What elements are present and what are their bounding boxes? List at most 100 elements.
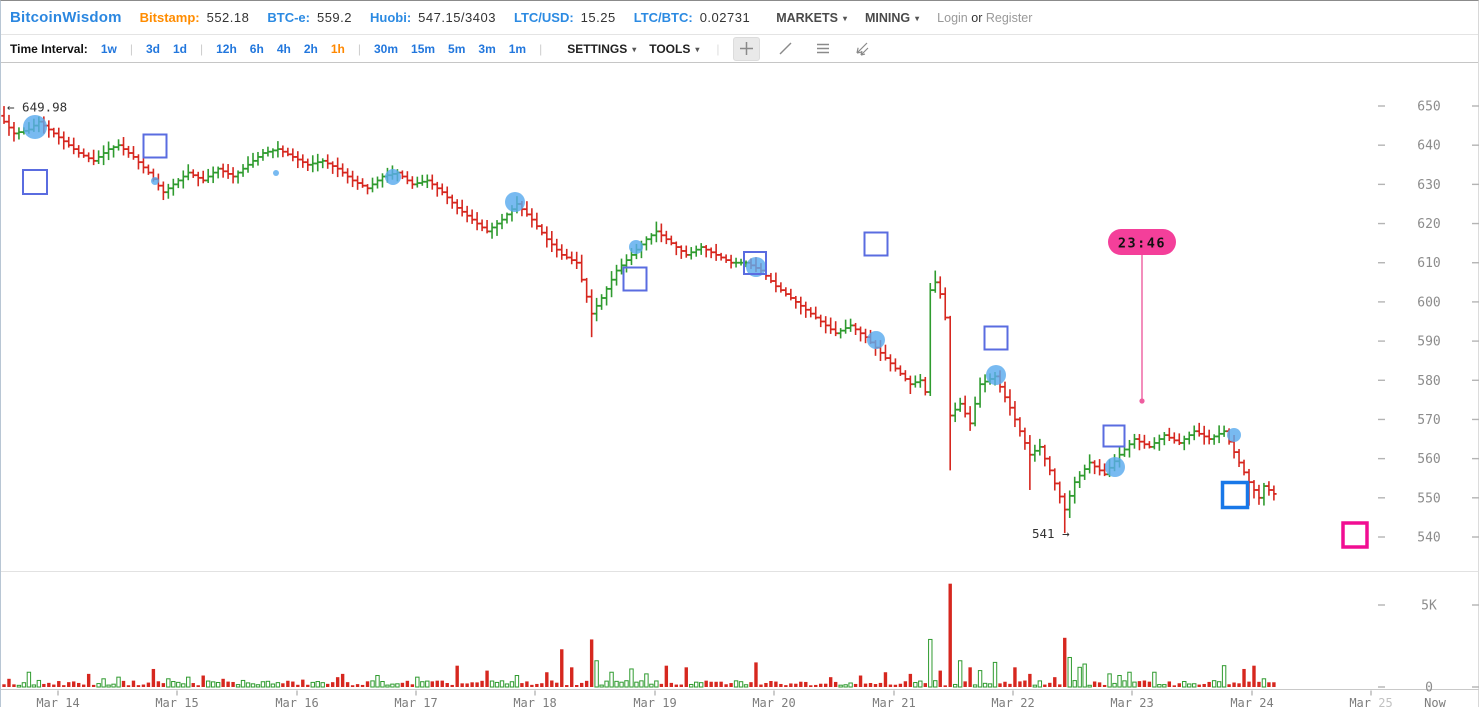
chart-frame — [1, 63, 1479, 690]
auth-or-text: or — [971, 11, 982, 25]
svg-text:640: 640 — [1417, 139, 1440, 154]
svg-text:630: 630 — [1417, 178, 1440, 193]
svg-text:Mar 16: Mar 16 — [275, 696, 318, 708]
candles — [1, 106, 1276, 533]
svg-text:Mar 24: Mar 24 — [1230, 696, 1273, 708]
chevron-down-icon: ▾ — [695, 45, 699, 54]
ticker-ltcusd[interactable]: LTC/USD: 15.25 — [514, 10, 616, 25]
price-axis: 650 640 630 620 610 600 590 580 570 560 550 540 — [1378, 100, 1479, 546]
price-annotations: ← 649.98 541 → — [7, 100, 1070, 542]
volume-axis: 5K 0 — [1378, 599, 1479, 696]
horizontal-lines-icon — [815, 41, 831, 56]
mining-menu[interactable]: MINING ▾ — [865, 11, 919, 25]
svg-text:Mar 23: Mar 23 — [1110, 696, 1153, 708]
ticker-ltcbtc-value: 0.02731 — [700, 10, 751, 25]
volume-bars — [2, 584, 1275, 687]
svg-text:Mar 18: Mar 18 — [513, 696, 556, 708]
svg-text:560: 560 — [1417, 452, 1440, 467]
interval-5m[interactable]: 5m — [448, 42, 465, 56]
svg-text:650: 650 — [1417, 100, 1440, 115]
chevron-down-icon: ▾ — [843, 14, 847, 23]
highlight-order-square — [1223, 483, 1248, 508]
divider: | — [539, 42, 542, 56]
interval-1h[interactable]: 1h — [331, 42, 345, 56]
ticker-huobi[interactable]: Huobi: 547.15/3403 — [370, 10, 496, 25]
svg-text:Mar 14: Mar 14 — [36, 696, 79, 708]
svg-text:23:46: 23:46 — [1118, 236, 1166, 252]
interval-12h[interactable]: 12h — [216, 42, 237, 56]
svg-text:Mar 21: Mar 21 — [872, 696, 915, 708]
mining-menu-label: MINING — [865, 11, 910, 25]
svg-text:Mar 25: Mar 25 — [1349, 696, 1392, 708]
svg-text:Mar 22: Mar 22 — [991, 696, 1034, 708]
register-link[interactable]: Register — [986, 11, 1033, 25]
svg-text:← 649.98: ← 649.98 — [7, 100, 67, 115]
x-axis: Mar 14 Mar 15 Mar 16 Mar 17 Mar 18 Mar 19 Mar … — [36, 691, 1446, 708]
ticker-huobi-label: Huobi: — [370, 10, 411, 25]
tools-menu[interactable]: TOOLS ▾ — [649, 42, 699, 56]
trading-chart[interactable]: 6506406306206106005905805705605505405K0M… — [1, 63, 1479, 708]
interval-3m[interactable]: 3m — [478, 42, 495, 56]
ticker-ltcusd-value: 15.25 — [581, 10, 616, 25]
markets-menu-label: MARKETS — [776, 11, 838, 25]
interval-4h[interactable]: 4h — [277, 42, 291, 56]
svg-text:Mar 20: Mar 20 — [752, 696, 795, 708]
ticker-bitstamp-value: 552.18 — [207, 10, 250, 25]
svg-text:540: 540 — [1417, 531, 1440, 546]
svg-text:Mar 19: Mar 19 — [633, 696, 676, 708]
ticker-ltcbtc[interactable]: LTC/BTC: 0.02731 — [634, 10, 750, 25]
time-flag[interactable]: 23:46 — [1108, 229, 1176, 404]
ticker-btce[interactable]: BTC-e: 559.2 — [267, 10, 352, 25]
interval-3d[interactable]: 3d — [146, 42, 160, 56]
ticker-btce-value: 559.2 — [317, 10, 352, 25]
divider: | — [358, 42, 361, 56]
svg-text:Mar 15: Mar 15 — [155, 696, 198, 708]
chevron-down-icon: ▾ — [632, 45, 636, 54]
interval-6h[interactable]: 6h — [250, 42, 264, 56]
crosshair-icon — [739, 41, 754, 56]
time-interval-label: Time Interval: — [10, 42, 88, 56]
ticker-bitstamp-label: Bitstamp: — [140, 10, 200, 25]
interval-1w[interactable]: 1w — [101, 42, 117, 56]
angle-arrows-tool-button[interactable] — [849, 38, 874, 60]
toolbar: Time Interval: 1w | 3d 1d | 12h 6h 4h 2h… — [1, 35, 1478, 63]
svg-text:620: 620 — [1417, 217, 1440, 232]
markets-menu[interactable]: MARKETS ▾ — [776, 11, 847, 25]
interval-30m[interactable]: 30m — [374, 42, 398, 56]
horizontal-lines-tool-button[interactable] — [811, 38, 836, 60]
svg-text:Mar 17: Mar 17 — [394, 696, 437, 708]
settings-menu[interactable]: SETTINGS ▾ — [567, 42, 636, 56]
svg-text:580: 580 — [1417, 374, 1440, 389]
interval-2h[interactable]: 2h — [304, 42, 318, 56]
ticker-ltcbtc-label: LTC/BTC: — [634, 10, 693, 25]
angle-arrows-icon — [852, 41, 870, 57]
interval-1d[interactable]: 1d — [173, 42, 187, 56]
chevron-down-icon: ▾ — [915, 14, 919, 23]
svg-text:Now: Now — [1424, 696, 1446, 708]
app-logo[interactable]: BitcoinWisdom — [10, 9, 122, 26]
trendline-icon — [778, 41, 793, 56]
svg-text:590: 590 — [1417, 335, 1440, 350]
svg-text:0: 0 — [1425, 681, 1433, 696]
divider: | — [130, 42, 133, 56]
header: BitcoinWisdom Bitstamp: 552.18 BTC-e: 559.… — [1, 1, 1478, 35]
pink-order-square — [1343, 523, 1367, 547]
svg-text:610: 610 — [1417, 256, 1440, 271]
svg-text:550: 550 — [1417, 491, 1440, 506]
svg-text:600: 600 — [1417, 295, 1440, 310]
interval-1m[interactable]: 1m — [509, 42, 526, 56]
svg-text:5K: 5K — [1421, 599, 1437, 614]
login-link[interactable]: Login — [937, 11, 968, 25]
trendline-tool-button[interactable] — [773, 38, 798, 60]
svg-text:570: 570 — [1417, 413, 1440, 428]
ticker-huobi-value: 547.15/3403 — [418, 10, 496, 25]
divider: | — [716, 42, 719, 56]
ticker-btce-label: BTC-e: — [267, 10, 310, 25]
crosshair-tool-button[interactable] — [733, 37, 760, 61]
divider: | — [200, 42, 203, 56]
ticker-ltcusd-label: LTC/USD: — [514, 10, 574, 25]
ticker-bitstamp[interactable]: Bitstamp: 552.18 — [140, 10, 250, 25]
interval-15m[interactable]: 15m — [411, 42, 435, 56]
auth-links: Login or Register — [937, 11, 1032, 25]
svg-text:541 →: 541 → — [1032, 526, 1070, 541]
